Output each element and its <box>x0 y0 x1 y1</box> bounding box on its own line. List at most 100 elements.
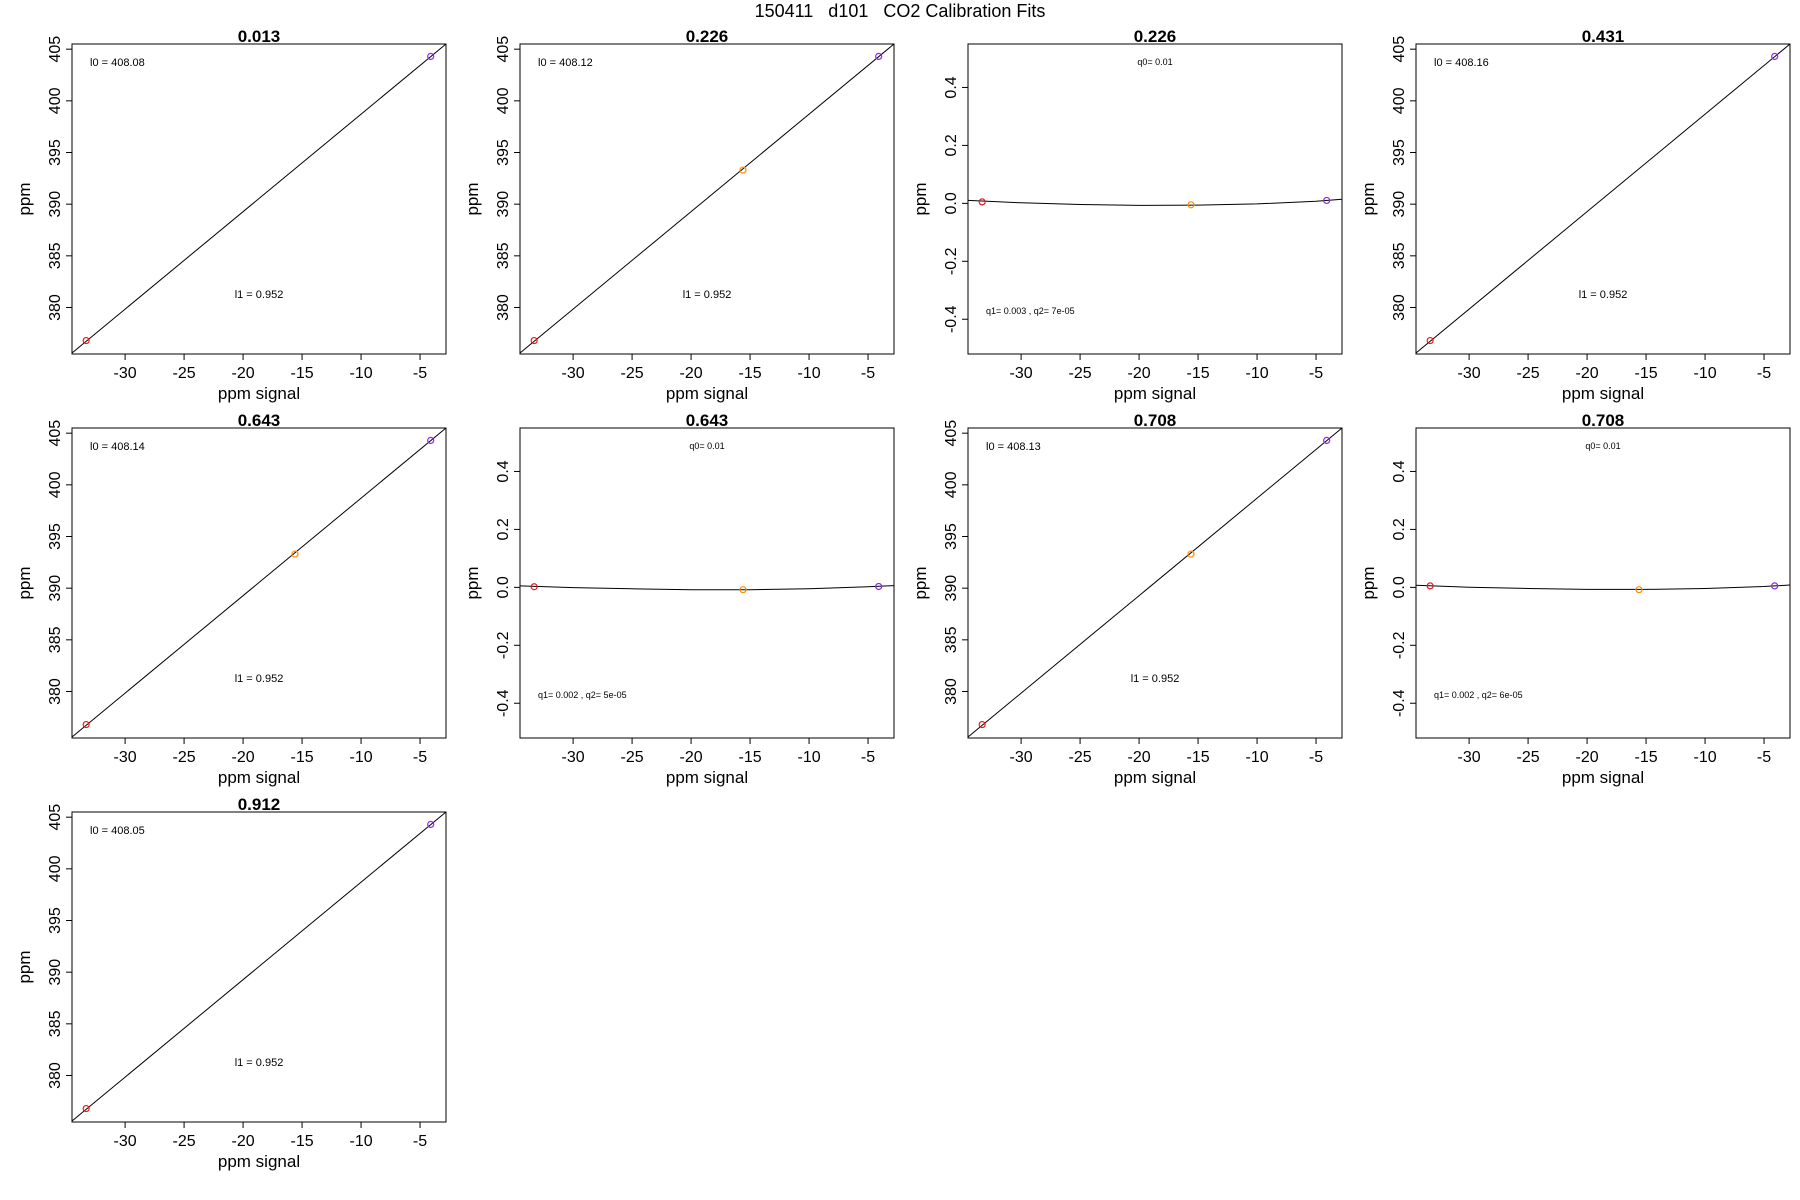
panel-8-data-point <box>1426 582 1434 590</box>
panel-5-y-tick-label: 385 <box>47 626 64 653</box>
panel-8-y-tick-label: -0.2 <box>1391 631 1408 659</box>
panel-6-x-axis-label: ppm signal <box>666 768 748 787</box>
panel-3-data-point <box>978 198 986 206</box>
panel-3-x-tick-label: -15 <box>1187 365 1210 382</box>
panel-6-data-point <box>875 582 883 591</box>
panel-4-title: 0.431 <box>1582 27 1625 46</box>
panel-5-y-tick-label: 380 <box>47 678 64 705</box>
panel-2-x-axis-label: ppm signal <box>666 384 748 403</box>
panel-8-data-point <box>1635 586 1643 594</box>
panel-9-annotation: l0 = 408.05 <box>90 825 145 837</box>
panel-9-x-tick-label: -5 <box>413 1133 427 1150</box>
panel-1-x-tick-label: -20 <box>232 365 255 382</box>
panel-5-data-point <box>427 436 435 444</box>
panel-5-x-tick-label: -25 <box>173 749 196 766</box>
panel-5-annotation: l1 = 0.952 <box>235 673 284 685</box>
panel-7-y-tick-label: 400 <box>943 471 960 498</box>
panel-9-x-tick-label: -20 <box>232 1133 255 1150</box>
panel-4-data-point <box>1426 336 1434 345</box>
panel-4-x-tick-label: -20 <box>1576 365 1599 382</box>
panel-3-x-tick-label: -25 <box>1069 365 1092 382</box>
panel-4-y-axis-label: ppm <box>1359 182 1378 215</box>
panel-2-annotation: l1 = 0.952 <box>683 289 732 301</box>
panel-8-y-axis-label: ppm <box>1359 566 1378 599</box>
panel-2-y-tick-label: 380 <box>495 294 512 321</box>
panel-7-x-tick-label: -25 <box>1069 749 1092 766</box>
panel-4-x-tick-label: -10 <box>1693 365 1716 382</box>
panel-5-x-tick-label: -15 <box>291 749 314 766</box>
panel-1-y-tick-label: 390 <box>47 191 64 218</box>
panel-2-x-tick-label: -15 <box>739 365 762 382</box>
panel-7-data-point <box>1187 550 1195 558</box>
panel-4-annotation: l1 = 0.952 <box>1579 289 1628 301</box>
panel-9-x-tick-label: -15 <box>291 1133 314 1150</box>
panel-5-x-tick-label: -20 <box>232 749 255 766</box>
panel-5-x-tick-label: -5 <box>413 749 427 766</box>
panel-5-annotation: l0 = 408.14 <box>90 441 145 453</box>
panel-7-annotation: l0 = 408.13 <box>986 441 1041 453</box>
panel-8-y-tick-label: 0.2 <box>1391 518 1408 540</box>
panel-1-x-tick-label: -10 <box>349 365 372 382</box>
panel-8-x-tick-label: -10 <box>1693 749 1716 766</box>
panel-8-y-tick-label: -0.4 <box>1391 689 1408 717</box>
panel-5-data-point <box>82 720 90 729</box>
panel-1-y-tick-label: 400 <box>47 87 64 114</box>
panel-3-y-tick-label: 0.0 <box>943 192 960 214</box>
panel-6-x-tick-label: -25 <box>621 749 644 766</box>
panel-7-x-tick-label: -20 <box>1128 749 1151 766</box>
panel-1-fit-line <box>71 43 447 354</box>
panel-7-y-axis-label: ppm <box>911 566 930 599</box>
panel-7-data-point <box>1323 436 1331 444</box>
panel-1-annotation: l0 = 408.08 <box>90 57 145 69</box>
panel-8-x-tick-label: -15 <box>1635 749 1658 766</box>
panel-7-title: 0.708 <box>1134 411 1177 430</box>
panel-8-annotation: q1= 0.002 , q2= 6e-05 <box>1434 690 1523 700</box>
panel-5-title: 0.643 <box>238 411 281 430</box>
panel-3-x-tick-label: -5 <box>1309 365 1323 382</box>
panel-2-x-tick-label: -20 <box>680 365 703 382</box>
panel-2-y-tick-label: 400 <box>495 87 512 114</box>
panel-7-x-axis-label: ppm signal <box>1114 768 1196 787</box>
panel-5-x-tick-label: -30 <box>114 749 137 766</box>
panel-9-fit-line <box>71 811 447 1122</box>
panel-4-annotation: l0 = 408.16 <box>1434 57 1489 69</box>
panel-2-y-tick-label: 390 <box>495 191 512 218</box>
panel-6-y-tick-label: -0.2 <box>495 631 512 659</box>
panel-3-data-point <box>1187 201 1195 209</box>
panel-5-y-axis-label: ppm <box>15 566 34 599</box>
panel-8-x-axis-label: ppm signal <box>1562 768 1644 787</box>
panel-8-data-point <box>1771 582 1779 590</box>
panel-6-y-tick-label: 0.0 <box>495 576 512 598</box>
panel-3-fit-line <box>967 198 1343 206</box>
page-title: 150411 d101 CO2 Calibration Fits <box>754 1 1046 21</box>
panel-6-y-axis-label: ppm <box>463 566 482 599</box>
panel-9-y-tick-label: 380 <box>47 1062 64 1089</box>
panel-6-y-tick-label: 0.4 <box>495 460 512 482</box>
panel-5-y-tick-label: 390 <box>47 575 64 602</box>
panel-4-y-tick-label: 385 <box>1391 242 1408 269</box>
panel-4-y-tick-label: 390 <box>1391 191 1408 218</box>
panel-3-y-tick-label: -0.4 <box>943 305 960 333</box>
panel-2-annotation: l0 = 408.12 <box>538 57 593 69</box>
panel-7-data-point <box>978 720 986 729</box>
panel-6-annotation: q0= 0.01 <box>689 441 724 451</box>
panel-6-x-tick-label: -30 <box>562 749 585 766</box>
panel-7-annotation: l1 = 0.952 <box>1131 673 1180 685</box>
panel-3-annotation: q1= 0.003 , q2= 7e-05 <box>986 306 1075 316</box>
panel-9-y-tick-label: 405 <box>47 804 64 831</box>
panel-8-x-tick-label: -30 <box>1458 749 1481 766</box>
panel-9-x-tick-label: -25 <box>173 1133 196 1150</box>
panel-9-x-tick-label: -30 <box>114 1133 137 1150</box>
panel-9-y-axis-label: ppm <box>15 950 34 983</box>
panel-3-x-axis-label: ppm signal <box>1114 384 1196 403</box>
panel-1-x-tick-label: -30 <box>114 365 137 382</box>
panel-3-x-tick-label: -20 <box>1128 365 1151 382</box>
panel-6-annotation: q1= 0.002 , q2= 5e-05 <box>538 690 627 700</box>
panel-9-y-tick-label: 385 <box>47 1010 64 1037</box>
panel-2-x-tick-label: -25 <box>621 365 644 382</box>
panel-7-x-tick-label: -15 <box>1187 749 1210 766</box>
panel-6-data-point <box>739 586 747 594</box>
panel-6-data-point <box>530 583 538 591</box>
panel-9-x-tick-label: -10 <box>349 1133 372 1150</box>
